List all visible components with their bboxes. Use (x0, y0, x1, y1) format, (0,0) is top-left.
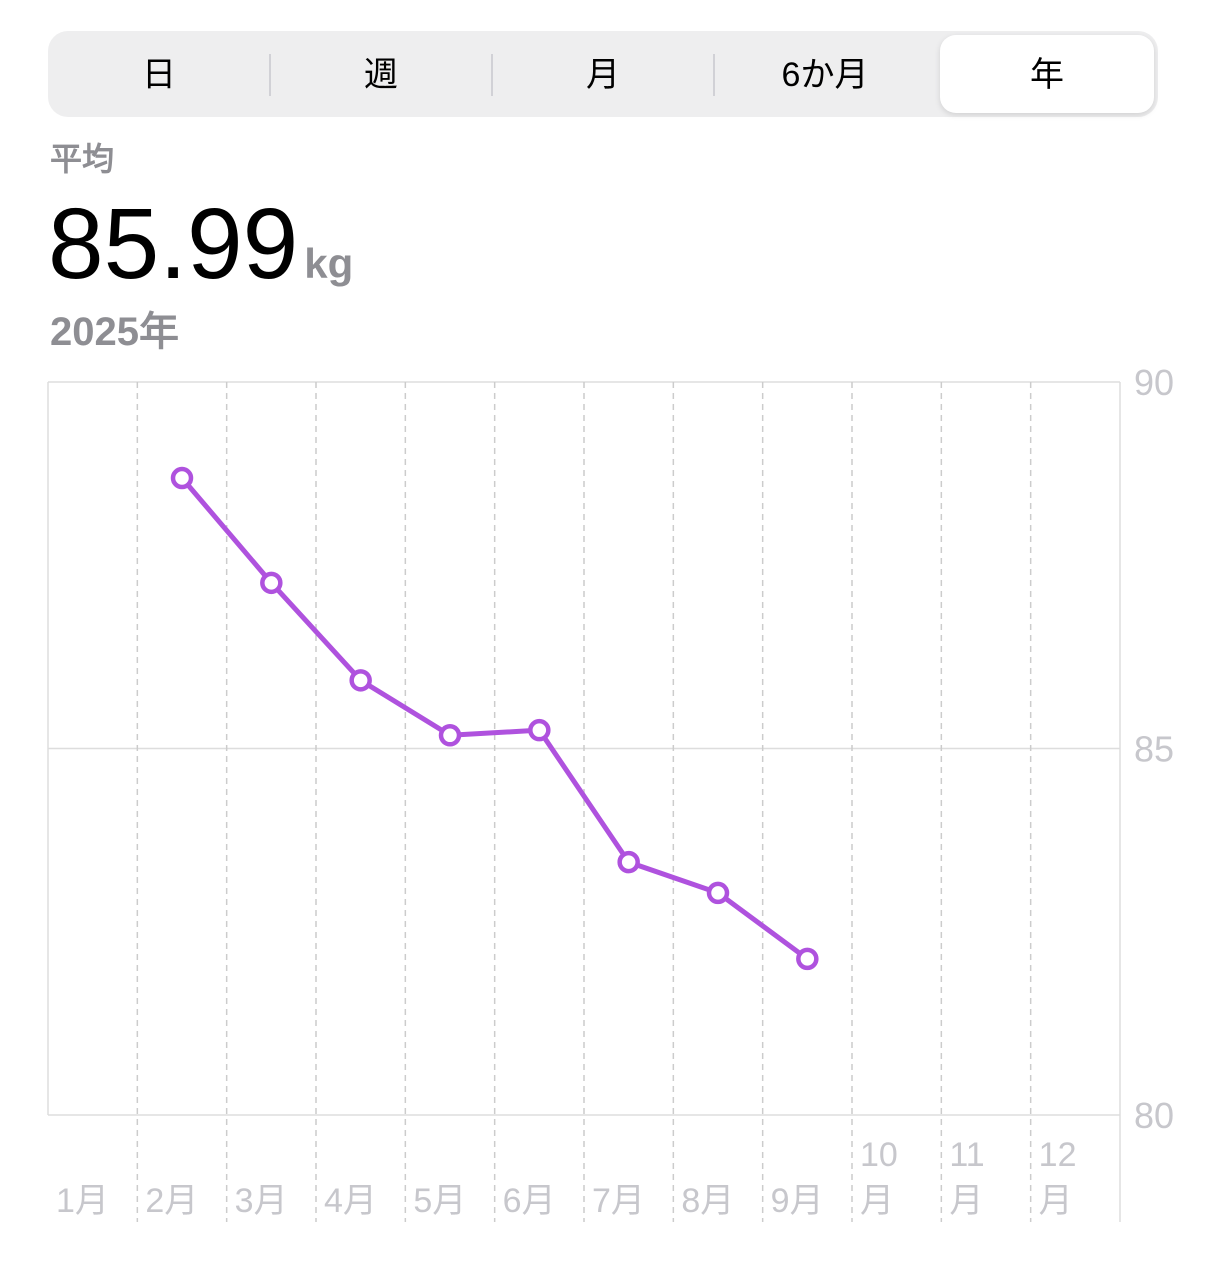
data-point (170, 466, 194, 490)
x-tick-label: 12 月 (1039, 1136, 1077, 1220)
data-point (260, 571, 283, 595)
x-tick-label: 10 月 (860, 1136, 898, 1220)
x-tick-label: 3月 (235, 1182, 288, 1220)
data-point (796, 947, 819, 971)
x-tick-label: 4月 (324, 1182, 377, 1220)
data-point (438, 724, 462, 747)
data-point (706, 881, 730, 905)
data-point (617, 850, 640, 874)
summary-period: 2025年 (50, 310, 179, 354)
summary-value: 85.99 (48, 188, 298, 300)
tab[interactable]: 年 (1030, 56, 1064, 94)
x-tick-label: 8月 (681, 1182, 734, 1220)
data-line (180, 476, 809, 961)
x-tick-label: 9月 (771, 1182, 824, 1220)
y-tick-label: 85 (1134, 729, 1174, 770)
segmented-control (48, 31, 1158, 117)
summary-unit: kg (304, 240, 353, 287)
tab[interactable]: 6か月 (782, 56, 869, 94)
y-tick-label: 80 (1134, 1095, 1174, 1136)
x-tick-label: 11 月 (949, 1136, 984, 1220)
x-tick-label: 5月 (413, 1182, 466, 1220)
tab[interactable]: 月 (586, 56, 620, 94)
data-point (528, 718, 551, 742)
y-tick-label: 90 (1134, 362, 1174, 403)
tab[interactable]: 週 (364, 56, 398, 94)
x-tick-label: 7月 (592, 1182, 645, 1220)
tab[interactable]: 日 (142, 56, 176, 94)
x-tick-label: 1月 (56, 1182, 109, 1220)
selected-tab (940, 35, 1154, 113)
data-point (349, 669, 372, 692)
summary-label: 平均 (50, 141, 114, 177)
x-tick-label: 2月 (145, 1182, 198, 1220)
x-tick-label: 6月 (503, 1182, 556, 1220)
